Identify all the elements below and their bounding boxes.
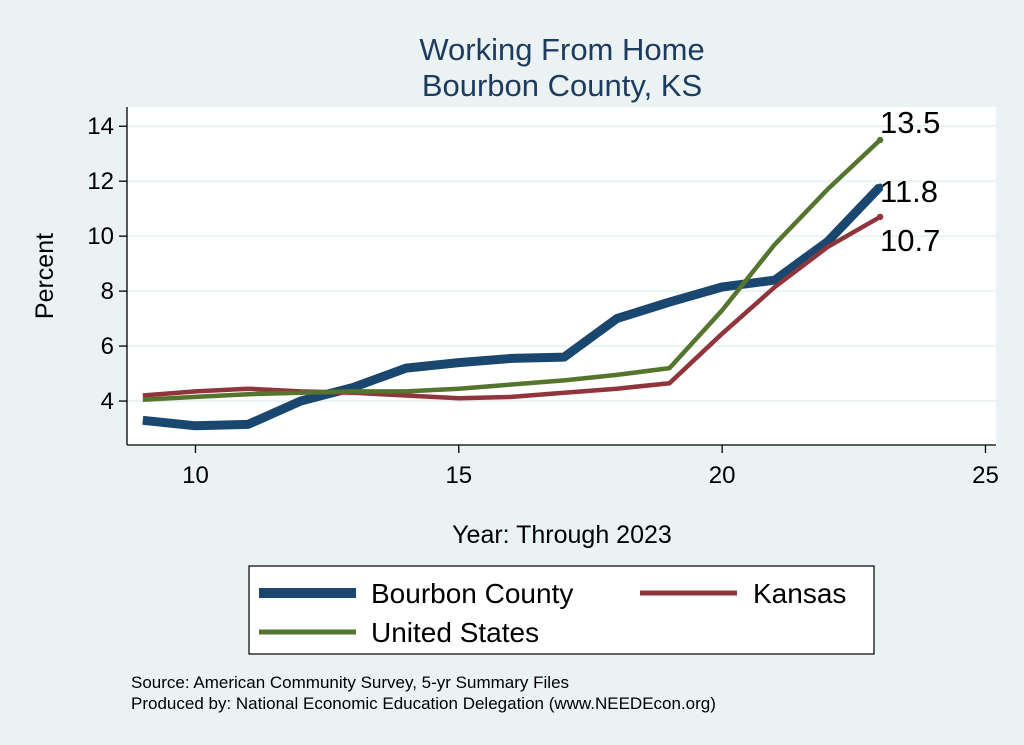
y-tick-label-14: 14	[87, 113, 114, 140]
y-tick-label-10: 10	[87, 223, 114, 250]
series-line-bourbon-county	[142, 183, 884, 431]
end-label-united-states: 13.5	[880, 105, 940, 140]
y-tick-label-4: 4	[101, 388, 114, 415]
chart-title-line-2: Bourbon County, KS	[422, 68, 702, 103]
y-tick-label-6: 6	[101, 333, 114, 360]
end-marker-united-states	[876, 136, 884, 144]
legend-label-united-states: United States	[371, 617, 539, 648]
y-tick-label-12: 12	[87, 168, 114, 195]
x-axis-ticks: 10 15 20 25	[182, 445, 999, 489]
x-tick-label-15: 15	[445, 462, 472, 489]
legend-box	[248, 565, 875, 655]
legend-label-bourbon-county: Bourbon County	[371, 578, 573, 609]
x-tick-label-10: 10	[182, 462, 209, 489]
end-marker-bourbon-county	[876, 183, 884, 190]
series-line-united-states	[142, 138, 882, 402]
y-axis-ticks: 4 6 8 10 12 14	[87, 113, 127, 415]
end-label-kansas: 10.7	[880, 223, 940, 258]
gridlines	[127, 125, 996, 403]
series-line-kansas	[142, 214, 882, 401]
legend: Bourbon County Kansas United States	[248, 565, 875, 655]
end-label-bourbon-county: 11.8	[880, 174, 938, 209]
x-tick-label-20: 20	[709, 462, 736, 489]
source-line: Source: American Community Survey, 5-yr …	[131, 673, 569, 692]
legend-label-kansas: Kansas	[753, 578, 846, 609]
x-tick-label-25: 25	[972, 462, 999, 489]
x-axis-label: Year: Through 2023	[452, 521, 672, 549]
end-marker-kansas	[876, 213, 884, 221]
y-axis-label: Percent	[31, 233, 59, 319]
producer-line: Produced by: National Economic Education…	[131, 694, 716, 713]
end-markers	[876, 136, 884, 221]
chart-title-line-1: Working From Home	[419, 32, 704, 67]
series-lines	[142, 138, 884, 431]
y-tick-label-8: 8	[101, 278, 114, 305]
